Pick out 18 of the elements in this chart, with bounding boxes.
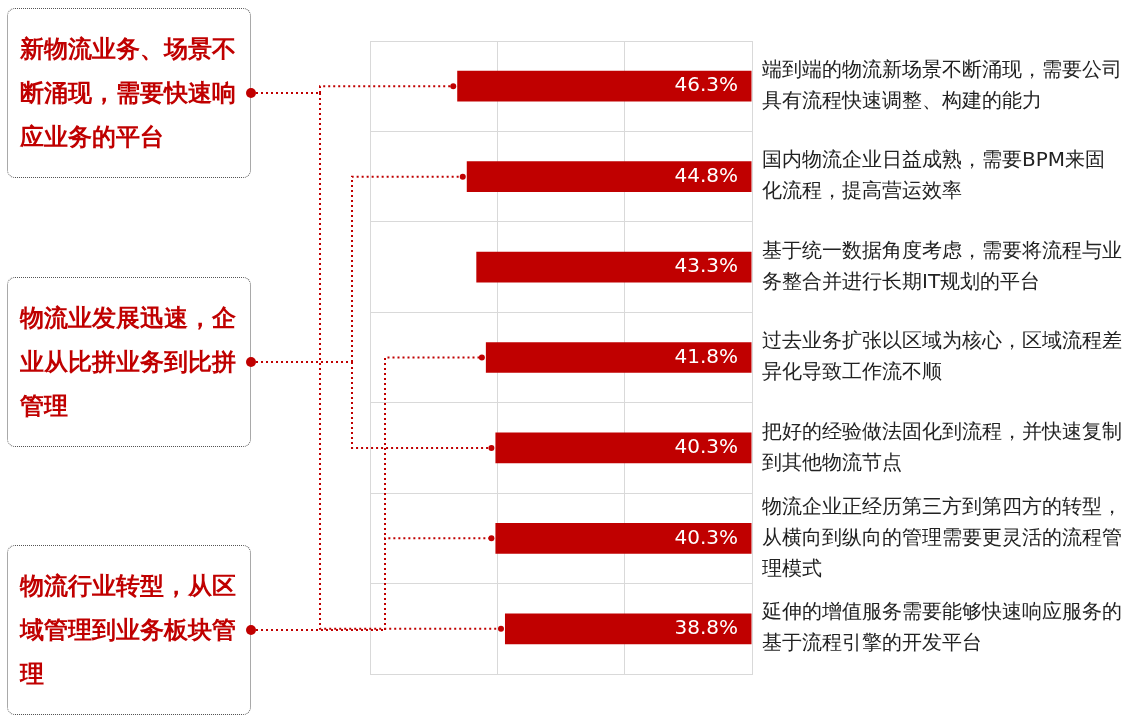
data-label: 44.8% (674, 162, 738, 187)
text: 物流业发展迅速，企业从比拼业务到比拼管理 (7, 277, 251, 447)
data-label: 40.3% (674, 434, 738, 459)
data-label: 43.3% (674, 253, 738, 278)
y-tick-label: 基于统一数据角度考虑，需要将流程与业务整合并进行长期IT规划的平台 (762, 237, 1122, 293)
y-tick-label: 物流企业正经历第三方到第四方的转型，从横向到纵向的管理需要更灵活的流程管理模式 (762, 493, 1122, 580)
bar (476, 251, 752, 283)
text: 物流行业转型，从区域管理到业务板块管理 (7, 545, 251, 715)
y-tick-label: 端到端的物流新场景不断涌现，需要公司具有流程快速调整、构建的能力 (762, 56, 1122, 112)
text: 新物流业务、场景不断涌现，需要快速响应业务的平台 (7, 8, 251, 178)
y-tick-label: 国内物流企业日益成熟，需要BPM来固化流程，提高营运效率 (762, 147, 1106, 203)
y-tick-label: 延伸的增值服务需要能够快速响应服务的基于流程引擎的开发平台 (761, 599, 1122, 655)
y-tick-label: 把好的经验做法固化到流程，并快速复制到其他物流节点 (762, 418, 1122, 474)
data-label: 41.8% (674, 343, 738, 368)
data-label: 40.3% (674, 524, 738, 549)
data-label: 38.8% (674, 614, 738, 639)
data-label: 46.3% (674, 72, 738, 97)
y-tick-label: 过去业务扩张以区域为核心，区域流程差异化导致工作流不顺 (762, 328, 1122, 384)
